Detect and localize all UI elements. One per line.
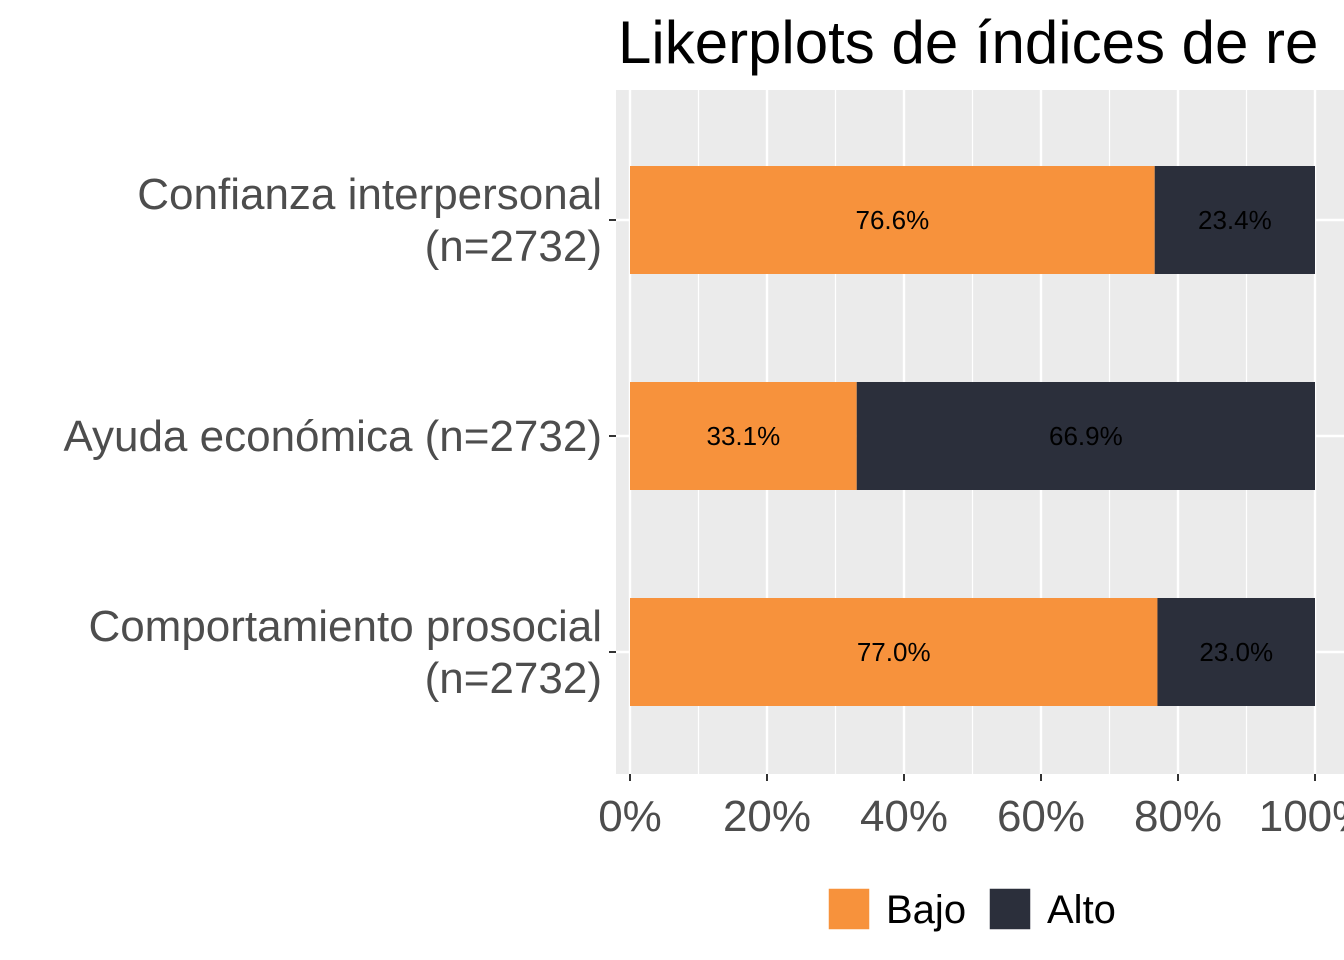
x-axis: 0% 20% 40% 60% 80% 100% xyxy=(598,774,1344,841)
data-label-alto-0: 23.4% xyxy=(1198,205,1272,235)
bar-alto-0 xyxy=(1154,166,1315,274)
bar-bajo-0 xyxy=(630,166,1155,274)
y-axis: Confianza interpersonal(n=2732)Ayuda eco… xyxy=(63,170,616,703)
chart-title: Likerplots de índices de re xyxy=(618,9,1318,76)
data-label-bajo-1: 33.1% xyxy=(707,421,781,451)
x-tick-label: 40% xyxy=(860,792,948,841)
x-tick-label: 80% xyxy=(1134,792,1222,841)
legend-label-alto: Alto xyxy=(1047,888,1116,932)
category-label: Comportamiento prosocial xyxy=(88,602,602,651)
data-labels: 76.6% 23.4% 33.1% 66.9% 77.0% 23.0% xyxy=(707,205,1274,667)
category-label: (n=2732) xyxy=(425,654,602,703)
bar-bajo-1 xyxy=(630,382,857,490)
data-label-bajo-0: 76.6% xyxy=(855,205,929,235)
data-label-bajo-2: 77.0% xyxy=(857,637,931,667)
x-tick-label: 60% xyxy=(997,792,1085,841)
bar-bajo-2 xyxy=(630,598,1158,706)
bars xyxy=(630,166,1315,706)
bar-alto-1 xyxy=(856,382,1315,490)
x-tick-label: 20% xyxy=(723,792,811,841)
data-label-alto-1: 66.9% xyxy=(1049,421,1123,451)
legend-label-bajo: Bajo xyxy=(886,888,966,932)
category-label: Ayuda económica (n=2732) xyxy=(63,412,602,461)
legend: Bajo Alto xyxy=(827,887,1116,932)
legend-key-alto xyxy=(988,887,1032,931)
data-label-alto-2: 23.0% xyxy=(1199,637,1273,667)
x-tick-label: 0% xyxy=(598,792,662,841)
category-label: (n=2732) xyxy=(425,222,602,271)
category-label: Confianza interpersonal xyxy=(137,170,602,219)
x-tick-label: 100% xyxy=(1259,792,1344,841)
bar-alto-2 xyxy=(1157,598,1315,706)
legend-key-bajo xyxy=(827,887,871,931)
